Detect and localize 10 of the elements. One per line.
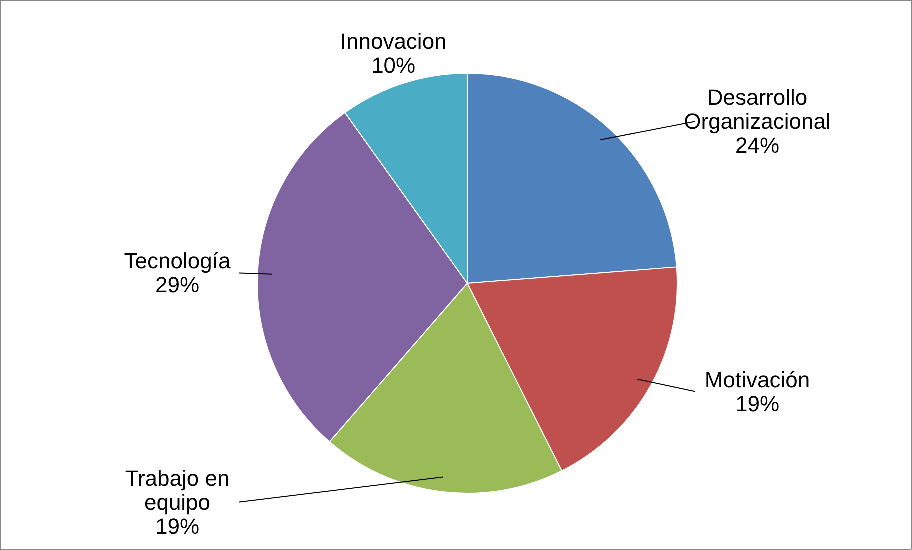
data-label: 10% [372,53,416,78]
slice-label: Innovacion [340,29,447,54]
data-label: 29% [155,272,200,298]
slice-label: Desarrollo Organizacional [684,85,831,134]
data-label: 24% [735,133,780,158]
data-label: 19% [155,514,200,539]
slice-label: Motivación [704,367,810,392]
slice-label: Trabajo en equipo [125,466,230,515]
slice-label: Tecnología [124,248,232,274]
data-label: 19% [735,391,780,416]
